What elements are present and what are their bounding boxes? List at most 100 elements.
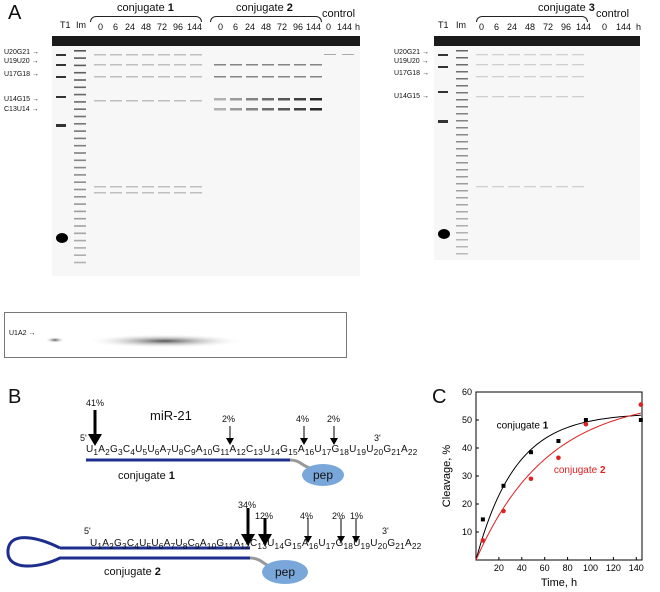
pep-ellipse-1: pep xyxy=(302,464,344,486)
gel2-band-label: U19U20 xyxy=(394,58,429,65)
gel-2-image xyxy=(434,36,640,255)
panel-c-letter: C xyxy=(432,386,447,408)
conjugate-1-label-b: conjugate 1 xyxy=(118,470,175,482)
inset-box: U1A2 xyxy=(4,312,347,358)
sequence-2: U1A2G3C4U5U6A7U8C9A10G11A12C13U14G15A16U… xyxy=(90,538,422,551)
inset-band-label: U1A2 xyxy=(9,330,35,337)
data-point xyxy=(528,476,534,482)
inset-smear xyxy=(45,334,245,348)
x-tick-label: 80 xyxy=(563,563,573,573)
gel1-lane-144b: 144 xyxy=(306,22,322,32)
data-point xyxy=(638,402,644,407)
y-axis-label: Cleavage, % xyxy=(441,445,453,508)
gel1-lane-T1: T1 xyxy=(60,20,71,30)
gel-1 xyxy=(52,36,360,276)
cleavage-pct: 4% xyxy=(300,511,314,521)
sequence-1: U1A2G3C4U5U6A7U8C9A10G11A12C13U14G15A16U… xyxy=(86,444,418,457)
gel1-lane-24b: 24 xyxy=(245,22,256,32)
y-tick-label: 30 xyxy=(462,471,472,481)
gel1-lane-144: 144 xyxy=(187,22,203,32)
conjugate-3-bracket xyxy=(476,16,588,22)
gel2-lane-6: 6 xyxy=(494,22,500,32)
gel1-lane-96: 96 xyxy=(173,22,184,32)
y-tick-label: 40 xyxy=(462,443,472,453)
x-tick-label: 60 xyxy=(540,563,550,573)
legend-label-1: conjugate 1 xyxy=(497,420,549,431)
gel1-lane-ctl0: 0 xyxy=(326,22,332,32)
gel1-lane-72: 72 xyxy=(157,22,168,32)
gel2-lane-96: 96 xyxy=(561,22,572,32)
data-point xyxy=(501,483,506,488)
gel1-lane-0b: 0 xyxy=(218,22,224,32)
data-point xyxy=(480,538,486,543)
conjugate-2-label-b: conjugate 2 xyxy=(104,566,161,578)
y-tick-label: 20 xyxy=(462,499,472,509)
data-point xyxy=(501,508,506,514)
gel-2 xyxy=(434,36,640,260)
y-tick-label: 50 xyxy=(462,415,472,425)
gel1-band-label: U14G15 xyxy=(4,96,39,103)
gel2-lane-24: 24 xyxy=(507,22,518,32)
five-prime-2: 5' xyxy=(84,526,91,536)
conjugate-3-header: conjugate 3 xyxy=(538,2,595,14)
gel1-lane-ctl144: 144 xyxy=(337,22,353,32)
three-prime-1: 3' xyxy=(374,433,381,443)
gel1-band-label: U19U20 xyxy=(4,58,39,65)
conjugate-1-bracket xyxy=(90,16,202,22)
x-tick-label: 120 xyxy=(606,563,621,573)
pep-ellipse-2: pep xyxy=(262,560,308,584)
x-tick-label: 40 xyxy=(517,563,527,573)
data-point xyxy=(556,439,561,443)
gel2-band-label: U14G15 xyxy=(394,93,429,100)
legend-label-2: conjugate 2 xyxy=(554,465,606,476)
cleavage-pct: 12% xyxy=(255,511,274,521)
gel2-lane-T1: T1 xyxy=(438,20,449,30)
panel-a-letter: A xyxy=(8,2,22,24)
gel1-band-label: U20G21 xyxy=(4,49,39,56)
conjugate-1-header: conjugate 1 xyxy=(117,2,174,14)
gel2-lane-144: 144 xyxy=(576,22,592,32)
data-point xyxy=(556,455,561,461)
cleavage-chart: 20 40 60 80 100 120 140 10 20 30 40 50 60 Time, h Clea… xyxy=(441,387,644,589)
mir-21-label: miR-21 xyxy=(150,408,192,423)
fit-curve xyxy=(475,414,641,561)
data-point xyxy=(528,450,533,455)
gel2-lane-ctl0: 0 xyxy=(602,22,608,32)
gel1-lane-48: 48 xyxy=(141,22,152,32)
gel1-lane-Im: Im xyxy=(76,20,86,30)
panel-b-arrows xyxy=(6,410,360,570)
y-tick-label: 60 xyxy=(462,387,472,397)
cleavage-pct: 2% xyxy=(332,511,346,521)
cleavage-pct: 2% xyxy=(222,414,236,424)
gel2-lane-h: h xyxy=(636,22,642,32)
gel2-band-label: U20G21 xyxy=(394,49,429,56)
cleavage-pct: 1% xyxy=(350,511,364,521)
cleavage-pct: 4% xyxy=(296,414,310,424)
x-tick-label: 140 xyxy=(629,563,644,573)
three-prime-2: 3' xyxy=(382,526,389,536)
five-prime-1: 5' xyxy=(80,433,87,443)
gel2-lane-0: 0 xyxy=(479,22,485,32)
fit-curve xyxy=(475,412,641,561)
data-point xyxy=(583,421,589,427)
conjugate-2-header: conjugate 2 xyxy=(236,2,293,14)
gel1-band-label: C13U14 xyxy=(4,106,39,113)
data-point xyxy=(480,517,485,522)
control-1-header: control xyxy=(322,8,356,20)
control-2-header: control xyxy=(596,8,630,20)
gel1-lane-48b: 48 xyxy=(261,22,272,32)
x-tick-label: 100 xyxy=(583,563,598,573)
data-point xyxy=(638,418,643,422)
gel2-band-label: U17G18 xyxy=(394,70,429,77)
gel1-lane-h: h xyxy=(355,22,361,32)
cleavage-pct: 2% xyxy=(327,414,341,424)
gel2-lane-ctl144: 144 xyxy=(616,22,632,32)
gel-1-image xyxy=(52,36,360,264)
conjugate-2-bracket xyxy=(210,16,322,22)
gel1-lane-72b: 72 xyxy=(277,22,288,32)
data-point xyxy=(583,418,588,422)
x-tick-label: 20 xyxy=(494,563,504,573)
gel1-lane-0: 0 xyxy=(98,22,104,32)
gel2-lane-72: 72 xyxy=(543,22,554,32)
cleavage-pct: 41% xyxy=(86,398,105,408)
